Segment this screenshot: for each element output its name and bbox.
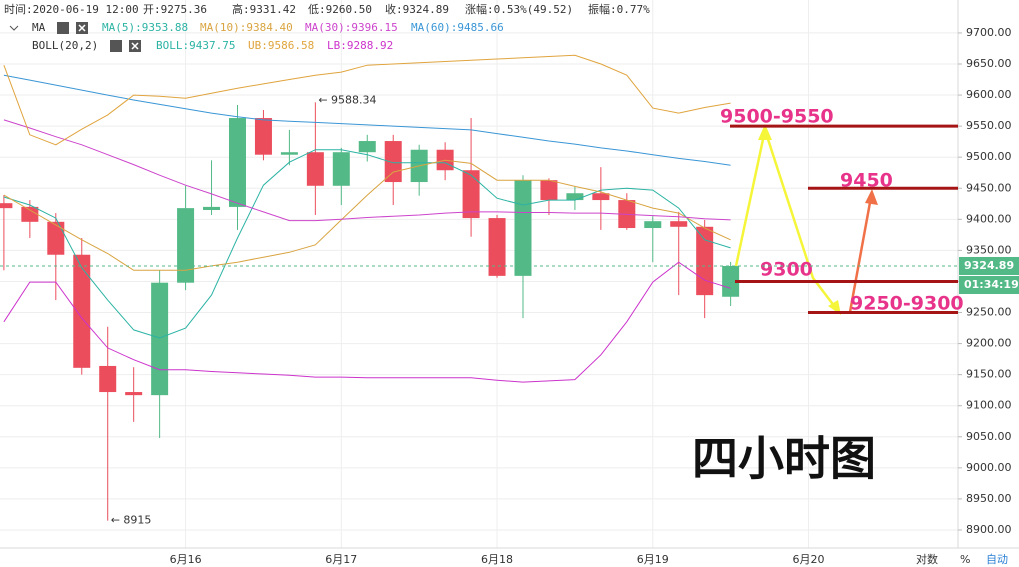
- collapse-icon[interactable]: [9, 25, 19, 31]
- candle-body: [0, 203, 13, 209]
- x-tick-label: 6月18: [481, 553, 513, 566]
- header-change: 涨幅:0.53%(49.52): [465, 3, 573, 16]
- candle-body: [73, 254, 91, 368]
- price-tag: [959, 256, 1019, 275]
- y-tick-label: 8900.00: [966, 523, 1012, 536]
- candle-body: [254, 118, 272, 155]
- indicator-line: [3, 159, 731, 271]
- y-tick-label: 9450.00: [966, 181, 1012, 194]
- annotation: 9300: [760, 259, 813, 281]
- auto-toggle[interactable]: 自动: [986, 553, 1008, 566]
- header-high: 高:9331.42: [232, 2, 296, 16]
- legend-entry: LB:9288.92: [327, 39, 393, 52]
- y-tick-label: 9650.00: [966, 57, 1012, 70]
- indicator-line: [3, 149, 731, 339]
- legend-entry: UB:9586.58: [248, 39, 314, 52]
- header-amplitude: 振幅:0.77%: [588, 2, 650, 16]
- marks: [0, 54, 740, 521]
- candle-body: [644, 221, 662, 229]
- y-tick-label: 9050.00: [966, 430, 1012, 443]
- candle-body: [722, 265, 740, 297]
- candle-body: [514, 180, 532, 276]
- candle-body: [99, 365, 117, 393]
- header-open: 开:9275.36: [143, 3, 207, 16]
- indicator-line: [3, 261, 731, 383]
- x-tick-label: 6月16: [170, 553, 202, 566]
- annotation: 9500-9550: [720, 106, 834, 128]
- indicator-line: [3, 74, 731, 166]
- x-tick-label: 6月19: [637, 553, 669, 566]
- y-tick-label: 9100.00: [966, 399, 1012, 412]
- price-label: 9324.89: [964, 259, 1014, 272]
- annotation: 9450: [840, 170, 893, 192]
- candle-body: [488, 218, 506, 276]
- y-tick-label: 9350.00: [966, 243, 1012, 256]
- x-tick-label: 6月17: [325, 553, 357, 566]
- log-toggle[interactable]: 对数: [916, 552, 938, 566]
- boll-label: BOLL(20,2): [32, 39, 98, 52]
- header-time: 时间:2020-06-19 12:00: [4, 3, 139, 16]
- low-label: ← 8915: [111, 514, 152, 527]
- y-tick-label: 9250.00: [966, 306, 1012, 319]
- y-tick-label: 9150.00: [966, 368, 1012, 381]
- y-tick-label: 9400.00: [966, 212, 1012, 225]
- candle-body: [47, 221, 65, 255]
- candle-body: [332, 152, 350, 186]
- x-tick-label: 6月20: [792, 553, 824, 566]
- arrow-head: [758, 124, 772, 140]
- scenario-path: [734, 125, 839, 312]
- settings-icon[interactable]: [110, 40, 122, 52]
- candle-body: [566, 193, 584, 201]
- y-tick-label: 9200.00: [966, 337, 1012, 350]
- ma-label: MA: [32, 21, 46, 34]
- candle-body: [228, 118, 246, 207]
- high-label: ← 9588.34: [318, 93, 376, 106]
- candle-body: [21, 206, 39, 222]
- legend-entry: MA(5):9353.88: [102, 21, 188, 34]
- y-tick-label: 9550.00: [966, 119, 1012, 132]
- indicator-line: [3, 54, 731, 146]
- close-icon-x: [131, 42, 139, 50]
- percent-toggle[interactable]: %: [960, 553, 970, 566]
- candle-body: [280, 152, 298, 155]
- settings-icon[interactable]: [57, 22, 69, 34]
- candle-body: [125, 392, 143, 396]
- scenario-path: [848, 196, 873, 313]
- candle-body: [670, 221, 688, 227]
- y-tick-label: 9700.00: [966, 26, 1012, 39]
- candle-body: [696, 226, 714, 296]
- y-tick-label: 9500.00: [966, 150, 1012, 163]
- legend-entry: MA(60):9485.66: [411, 21, 504, 34]
- legend-entry: MA(30):9396.15: [305, 21, 398, 34]
- annotation: 9250-9300: [850, 293, 964, 315]
- header-close: 收:9324.89: [385, 2, 449, 16]
- y-tick-label: 9000.00: [966, 461, 1012, 474]
- arrow-head: [865, 189, 878, 205]
- header-low: 低:9260.50: [308, 3, 372, 16]
- y-tick-label: 8950.00: [966, 492, 1012, 505]
- close-icon-x: [78, 24, 86, 32]
- candle-body: [358, 141, 376, 153]
- candle-body: [592, 193, 610, 201]
- candle-body: [384, 141, 402, 183]
- chart-caption: 四小时图: [692, 432, 876, 486]
- candle-body: [540, 180, 558, 201]
- boll-value: BOLL:9437.75: [156, 39, 235, 52]
- candle-body: [203, 206, 221, 211]
- y-tick-label: 9600.00: [966, 88, 1012, 101]
- countdown-tag: [959, 275, 1019, 294]
- candle-body: [462, 170, 480, 219]
- legend-entry: MA(10):9384.40: [200, 21, 293, 34]
- candle-body: [306, 152, 324, 186]
- candle-body: [177, 208, 195, 283]
- candle-body: [151, 282, 169, 396]
- indicator-line: [3, 119, 731, 222]
- countdown-label: 01:34:19: [964, 278, 1019, 291]
